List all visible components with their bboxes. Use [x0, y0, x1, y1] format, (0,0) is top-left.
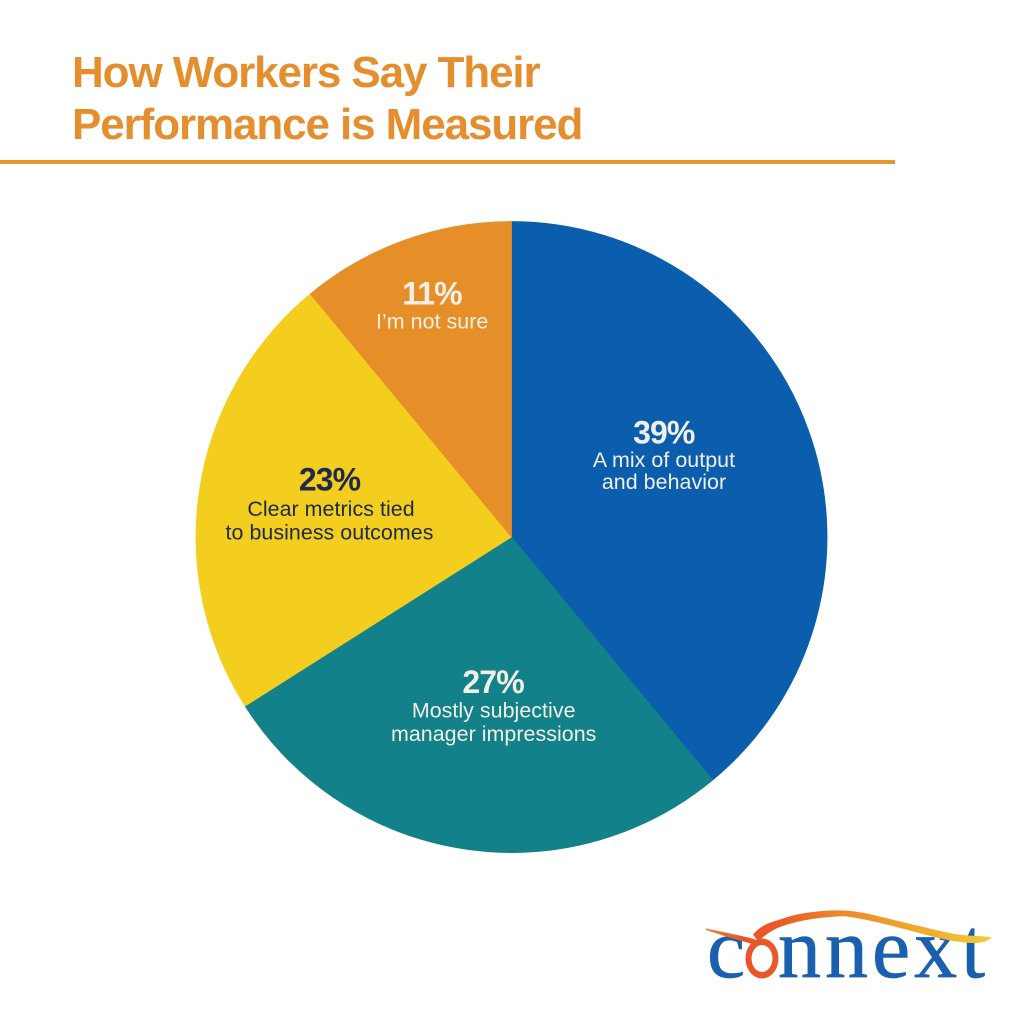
- svg-text:27%: 27%: [462, 664, 524, 700]
- svg-text:Clear metrics tied: Clear metrics tied: [247, 497, 414, 521]
- svg-text:c: c: [707, 900, 745, 996]
- svg-text:to business outcomes: to business outcomes: [226, 521, 434, 545]
- svg-text:and behavior: and behavior: [602, 470, 726, 494]
- svg-text:39%: 39%: [633, 414, 695, 450]
- svg-text:11%: 11%: [402, 275, 462, 311]
- svg-text:I’m not sure: I’m not sure: [376, 310, 488, 334]
- svg-text:A mix of output: A mix of output: [593, 448, 735, 472]
- svg-text:manager impressions: manager impressions: [391, 722, 596, 746]
- svg-text:Mostly subjective: Mostly subjective: [412, 698, 576, 722]
- svg-text:23%: 23%: [299, 461, 361, 497]
